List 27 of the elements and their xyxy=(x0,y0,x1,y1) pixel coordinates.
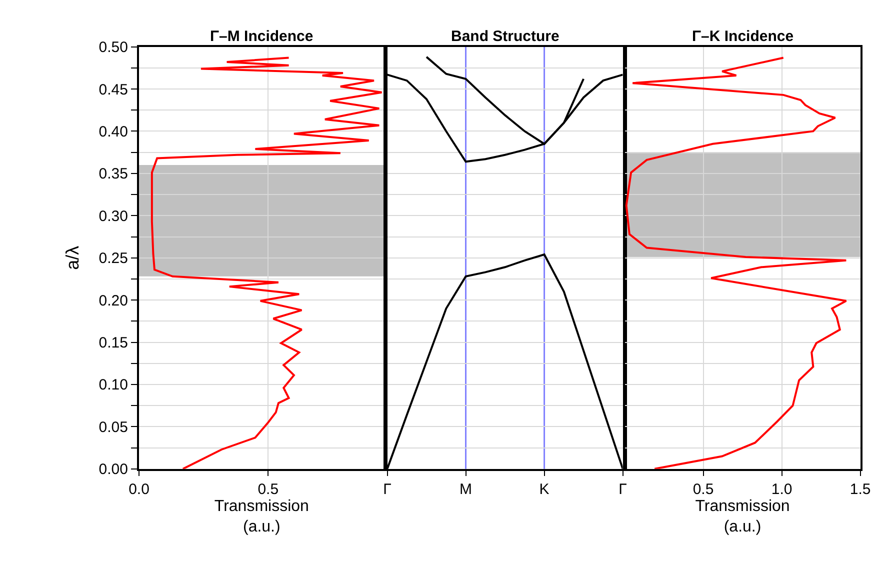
x-tick-label: Γ xyxy=(618,480,627,498)
y-tick-label: 0.30 xyxy=(98,208,128,225)
y-tick-label: 0.20 xyxy=(98,292,128,310)
chart-title: Γ–K Incidence xyxy=(692,28,794,45)
y-tick-label: 0.35 xyxy=(98,166,128,183)
x-tick-label: Γ xyxy=(383,480,392,498)
x-tick-label: 0.5 xyxy=(258,480,279,498)
x-tick-label: 1.5 xyxy=(850,480,871,498)
y-tick-label: 0.40 xyxy=(98,123,128,140)
line-series xyxy=(150,56,383,469)
y-tick-label: 0.00 xyxy=(98,461,128,478)
x-tick-label: 0.0 xyxy=(128,480,150,498)
y-axis-title: a/λ xyxy=(62,246,83,270)
y-tick-label: 0.15 xyxy=(98,334,128,352)
x-axis-title: Transmission (a.u.) xyxy=(214,498,309,536)
y-tick-label: 0.25 xyxy=(98,250,128,268)
y-tick-label: 0.10 xyxy=(98,376,128,394)
x-axis-title: Transmission (a.u.) xyxy=(695,498,790,536)
chart-title: Γ–M Incidence xyxy=(210,28,314,45)
x-tick-label: 1.0 xyxy=(771,480,792,498)
x-tick-label: K xyxy=(539,480,550,498)
y-tick-label: 0.45 xyxy=(98,81,128,98)
x-tick-label: 0.5 xyxy=(692,480,714,498)
y-tick-label: 0.50 xyxy=(98,39,128,56)
chart-title: Band Structure xyxy=(451,28,560,45)
y-tick-label: 0.05 xyxy=(98,418,128,436)
x-tick-label: M xyxy=(460,480,472,498)
